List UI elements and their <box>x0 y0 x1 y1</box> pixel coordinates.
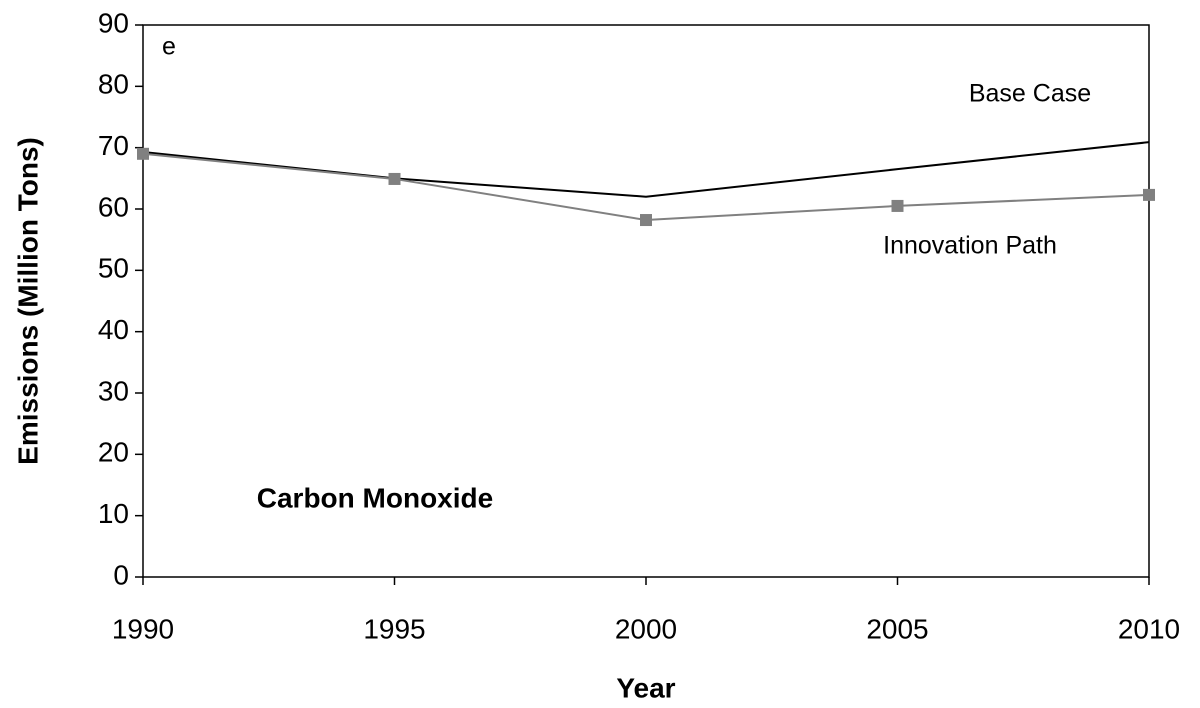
y-tick-label: 10 <box>98 498 129 529</box>
y-tick-label: 40 <box>98 314 129 345</box>
y-tick-label: 20 <box>98 437 129 468</box>
x-tick-label: 2010 <box>1118 613 1180 644</box>
y-tick-label: 90 <box>98 7 129 38</box>
y-tick-label: 70 <box>98 130 129 161</box>
y-axis-label: Emissions (Million Tons) <box>12 137 43 465</box>
x-tick-label: 2000 <box>615 613 677 644</box>
x-tick-label: 1990 <box>112 613 174 644</box>
series-label: Base Case <box>969 80 1091 108</box>
marker <box>1143 188 1155 201</box>
marker <box>137 147 149 160</box>
y-tick-label: 80 <box>98 69 129 100</box>
y-tick-label: 50 <box>98 253 129 284</box>
panel-label: e <box>162 33 176 61</box>
marker <box>891 199 904 212</box>
y-tick-label: 0 <box>113 559 129 590</box>
y-tick-label: 60 <box>98 191 129 222</box>
marker <box>388 172 401 185</box>
x-tick-label: 1995 <box>363 613 425 644</box>
annotation: Carbon Monoxide <box>257 482 493 513</box>
x-axis-label: Year <box>616 672 675 703</box>
series-line <box>142 152 1150 222</box>
marker <box>640 214 652 227</box>
x-tick-label: 2005 <box>866 613 928 644</box>
series-label: Innovation Path <box>883 232 1057 260</box>
series-line <box>142 141 1150 198</box>
y-tick-label: 30 <box>98 375 129 406</box>
